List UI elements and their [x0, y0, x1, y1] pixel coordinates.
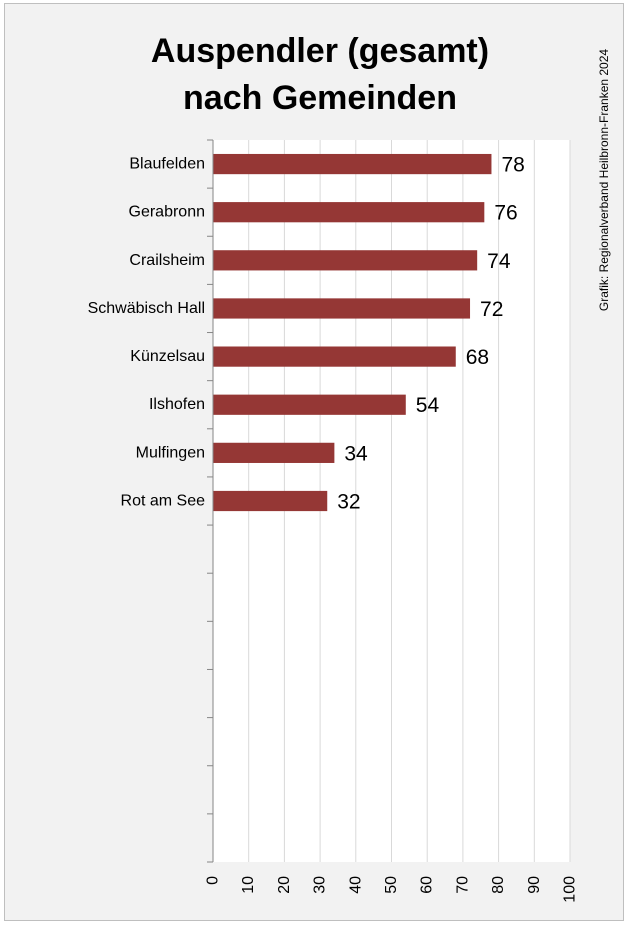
category-label: Künzelsau	[130, 348, 205, 365]
category-label: Crailsheim	[129, 252, 205, 269]
bar-7	[213, 442, 335, 463]
bar-1	[213, 153, 492, 175]
data-label: 54	[416, 394, 440, 417]
bar-4	[213, 298, 471, 319]
category-label: Gerabronn	[129, 204, 206, 221]
category-label: Rot am See	[121, 493, 206, 510]
data-label: 68	[466, 346, 489, 369]
bar-2	[213, 202, 485, 223]
bar-5	[213, 346, 456, 367]
category-label: Mulfingen	[136, 444, 205, 461]
x-tick-label: 30	[312, 876, 329, 894]
x-tick-label: 100	[562, 876, 579, 903]
bar-6	[213, 394, 406, 415]
bar-3	[213, 250, 478, 271]
data-label: 74	[487, 250, 511, 273]
category-label: Schwäbisch Hall	[88, 300, 205, 317]
x-tick-label: 80	[490, 876, 507, 894]
category-label: Blaufelden	[129, 156, 205, 173]
chart-title-line-1: Auspendler (gesamt)	[150, 32, 490, 70]
data-label: 32	[337, 491, 360, 514]
data-label: 78	[501, 154, 524, 177]
bar-8	[213, 490, 328, 512]
category-label: Ilshofen	[149, 396, 205, 413]
x-tick-label: 10	[240, 876, 257, 894]
x-tick-label: 70	[454, 876, 471, 894]
x-tick-label: 40	[347, 876, 364, 894]
chart-title-line-2: nach Gemeinden	[183, 79, 457, 117]
data-label: 34	[344, 442, 368, 465]
x-tick-label: 60	[419, 876, 436, 894]
data-label: 76	[494, 202, 517, 225]
data-label: 72	[480, 298, 503, 321]
chart-title: Auspendler (gesamt) nach Gemeinden	[0, 28, 630, 122]
x-tick-label: 20	[276, 876, 293, 894]
x-tick-label: 0	[205, 876, 222, 885]
x-tick-label: 50	[383, 876, 400, 894]
x-tick-label: 90	[526, 876, 543, 894]
